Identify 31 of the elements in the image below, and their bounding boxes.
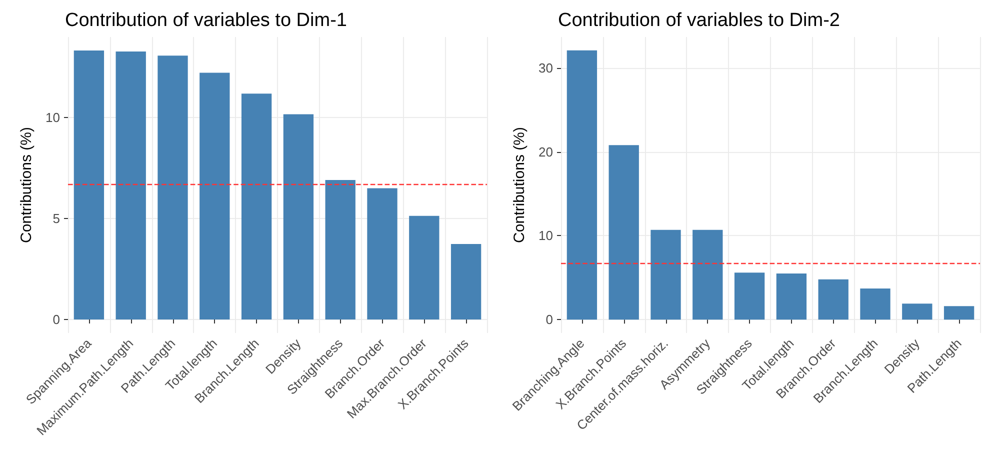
bar (902, 304, 932, 320)
y-tick-label: 10 (46, 110, 60, 125)
y-tick-label: 0 (546, 312, 553, 328)
y-axis-title: Contributions (%) (511, 127, 528, 243)
bar (860, 288, 890, 320)
chart-title: Contribution of variables to Dim-2 (558, 10, 840, 31)
bar (74, 50, 104, 320)
bar (283, 114, 314, 320)
y-tick-label: 30 (538, 60, 553, 76)
bar (776, 273, 807, 320)
bar (158, 56, 188, 320)
bar (241, 94, 272, 320)
bar (650, 230, 681, 320)
bar (944, 306, 974, 320)
y-axis-title: Contributions (%) (18, 127, 35, 243)
bar (200, 72, 230, 320)
y-tick-label: 10 (538, 228, 553, 244)
y-tick-label: 5 (52, 210, 60, 226)
bar (367, 188, 398, 320)
bar (116, 52, 146, 320)
bar (692, 230, 723, 320)
bar (608, 145, 639, 320)
bar (409, 216, 440, 320)
bar (450, 244, 482, 320)
y-tick-label: 0 (52, 312, 60, 327)
chart-title: Contribution of variables to Dim-1 (65, 10, 347, 31)
bar (566, 50, 598, 320)
bar (818, 279, 848, 320)
bar (734, 272, 765, 320)
y-tick-label: 20 (538, 144, 553, 160)
bar (325, 180, 356, 320)
